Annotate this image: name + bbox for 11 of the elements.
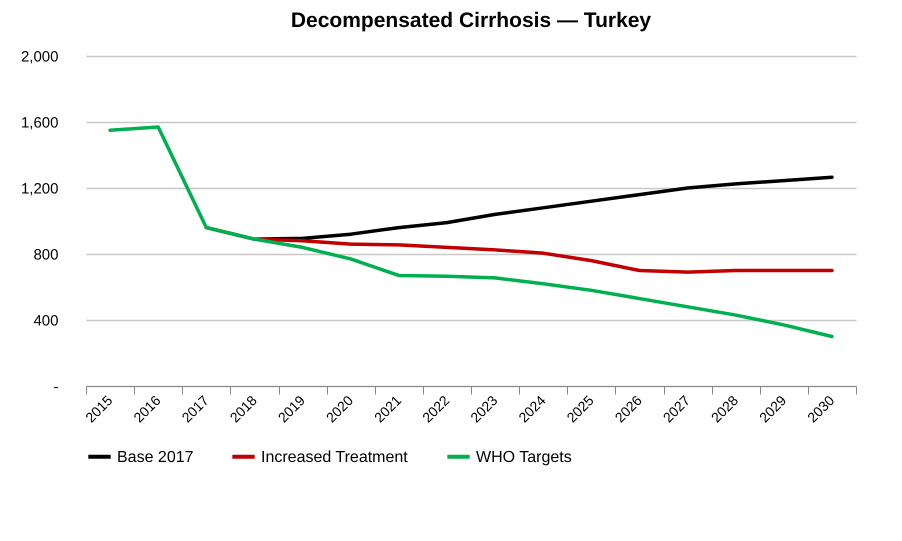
chart-title: Decompensated Cirrhosis — Turkey [290,9,652,32]
y-tick-label: - [54,378,58,396]
legend-label: WHO Targets [476,448,572,466]
legend-label: Base 2017 [117,448,194,466]
y-tick-label: 2,000 [20,48,58,66]
line-series [108,125,834,338]
legend-label: Increased Treatment [261,448,408,466]
y-tick-label: 1,600 [20,114,58,132]
y-tick-label: 400 [33,312,58,330]
y-tick-label: 1,200 [20,180,58,198]
y-tick-label: 800 [33,246,58,264]
